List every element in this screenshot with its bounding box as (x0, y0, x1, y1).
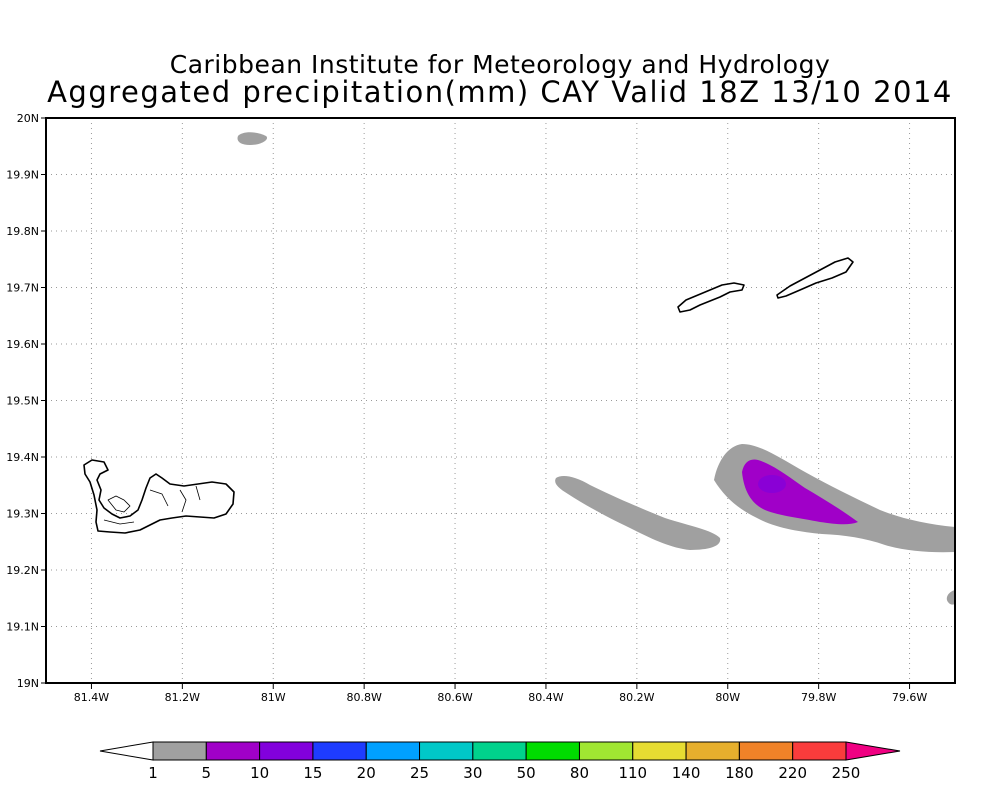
precipitation-layer (237, 132, 955, 605)
lon-tick-label: 80.6W (437, 691, 472, 704)
lon-tick-label: 80W (715, 691, 740, 704)
lat-tick-label: 19.8N (6, 225, 39, 238)
title-line-2: Aggregated precipitation(mm) CAY Valid 1… (47, 75, 953, 109)
lon-tick-label: 81W (261, 691, 286, 704)
lon-tick-label: 80.4W (528, 691, 563, 704)
colorbar-swatch (259, 741, 314, 761)
colorbar-swatch (472, 741, 527, 761)
colorbar-label: 1 (148, 764, 158, 782)
precip-north-blob (237, 132, 268, 145)
precip-edge-blob (946, 590, 955, 605)
lon-tick-label: 79.8W (801, 691, 836, 704)
map-frame (45, 117, 956, 684)
colorbar-label: 80 (570, 764, 589, 782)
lat-tick-label: 19.3N (6, 508, 39, 521)
colorbar-label: 180 (725, 764, 754, 782)
colorbar-above-arrow (845, 741, 901, 761)
cayman-brac-island (776, 257, 854, 299)
lon-tick-label: 80.8W (346, 691, 381, 704)
colorbar-swatch (578, 741, 634, 761)
lat-tick-label: 19.6N (6, 338, 39, 351)
little-cayman-island (677, 282, 745, 313)
colorbar-label: 20 (357, 764, 376, 782)
colorbar-swatch (419, 741, 474, 761)
lat-tick-label: 19.5N (6, 395, 39, 408)
colorbar-swatch (632, 741, 687, 761)
colorbar-label: 5 (202, 764, 212, 782)
colorbar-swatch (365, 741, 421, 761)
colorbar-swatch (205, 741, 261, 761)
lat-tick-label: 20N (17, 112, 39, 125)
lon-tick-label: 80.2W (619, 691, 654, 704)
grid-lines: 81.4W 81.2W 81W 80.8W 80.6W 80.4W 80.2W 80W 79.8… (6, 112, 955, 704)
colorbar-swatch (685, 741, 740, 761)
colorbar-label: 25 (410, 764, 429, 782)
colorbar-label: 110 (618, 764, 647, 782)
colorbar-below-arrow (99, 741, 154, 761)
lat-tick-label: 19N (17, 677, 39, 690)
colorbar-swatch (792, 741, 847, 761)
lat-tick-label: 19.1N (6, 621, 39, 634)
colorbar-label: 250 (832, 764, 861, 782)
precip-central-band (555, 476, 721, 550)
title-line-1: Caribbean Institute for Meteorology and … (169, 50, 831, 79)
colorbar-labels: 1 5 10 15 20 25 30 50 80 110 140 180 220 250 (148, 764, 860, 782)
lat-tick-label: 19.4N (6, 451, 39, 464)
colorbar-swatch (152, 741, 207, 761)
colorbar-swatch (525, 741, 580, 761)
coastlines (83, 257, 854, 534)
colorbar-swatch (312, 741, 367, 761)
colorbar-swatch (738, 741, 794, 761)
lon-tick-label: 79.6W (892, 691, 927, 704)
colorbar-label: 10 (250, 764, 269, 782)
colorbar-label: 50 (517, 764, 536, 782)
colorbar-swatches (152, 741, 847, 761)
lon-tick-label: 81.2W (165, 691, 200, 704)
colorbar-label: 30 (463, 764, 482, 782)
lat-tick-label: 19.2N (6, 564, 39, 577)
lat-tick-label: 19.9N (6, 169, 39, 182)
lat-tick-label: 19.7N (6, 282, 39, 295)
precip-peak-spot (758, 475, 786, 493)
colorbar-label: 220 (778, 764, 807, 782)
colorbar: 1 5 10 15 20 25 30 50 80 110 140 180 220 250 (99, 741, 901, 782)
lon-tick-label: 81.4W (74, 691, 109, 704)
colorbar-label: 140 (672, 764, 701, 782)
colorbar-label: 15 (303, 764, 322, 782)
grand-cayman-island (83, 459, 235, 534)
grand-cayman-inner-sound (103, 485, 201, 525)
